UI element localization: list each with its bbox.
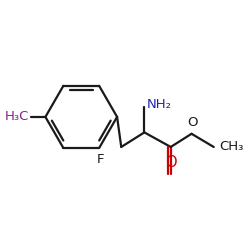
Text: O: O <box>165 155 176 170</box>
Text: NH₂: NH₂ <box>147 98 172 111</box>
Text: H₃C: H₃C <box>4 110 29 124</box>
Text: O: O <box>187 116 198 129</box>
Text: F: F <box>96 154 104 166</box>
Text: CH₃: CH₃ <box>219 140 243 153</box>
